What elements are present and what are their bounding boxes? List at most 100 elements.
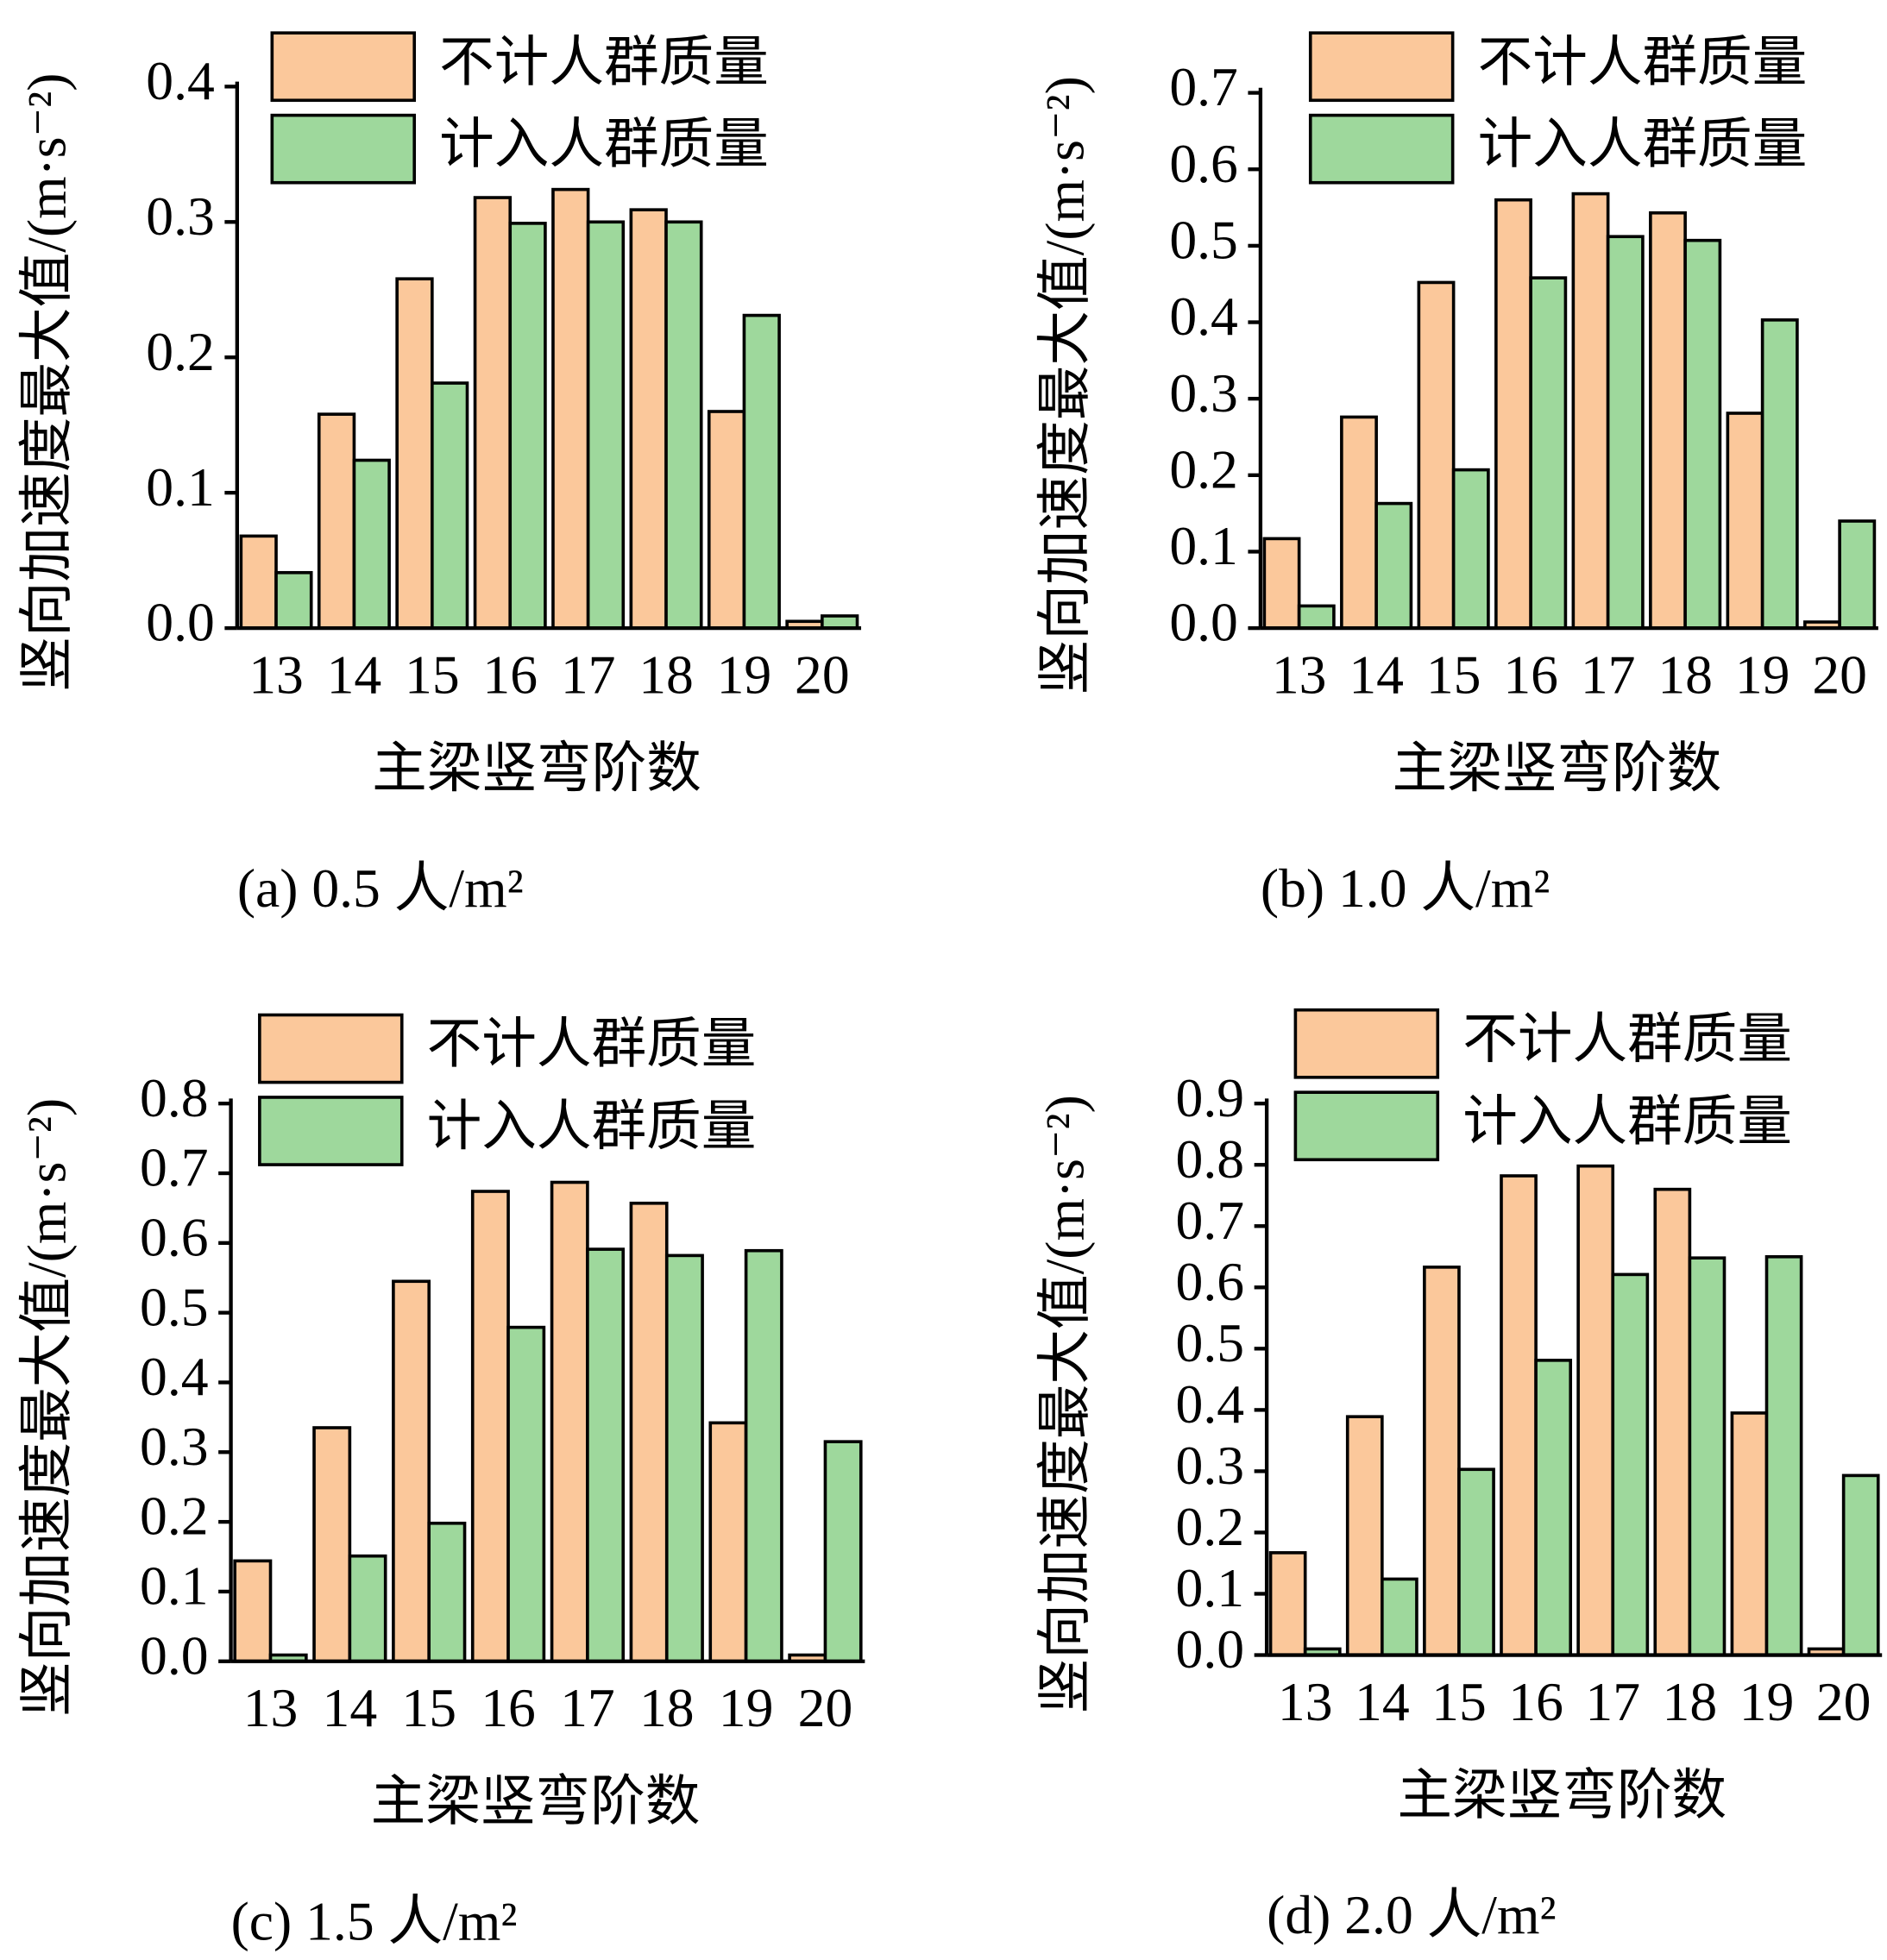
y-tick-label: 0.3 bbox=[140, 1416, 209, 1477]
bar bbox=[1611, 1272, 1650, 1657]
y-tick-label: 0.6 bbox=[1176, 1251, 1245, 1312]
y-axis-title: 竖向加速度最大值/(m·s⁻²) bbox=[1035, 1095, 1096, 1713]
y-tick-label: 0.3 bbox=[1176, 1435, 1245, 1496]
bar bbox=[744, 1248, 783, 1663]
bar bbox=[239, 534, 278, 630]
y-tick-label: 0.0 bbox=[1169, 592, 1238, 653]
x-tick-label: 18 bbox=[639, 1677, 695, 1738]
bar bbox=[352, 458, 391, 630]
y-tick-label: 0.4 bbox=[146, 50, 215, 111]
x-axis-title: 主梁竖弯阶数 bbox=[372, 738, 701, 799]
bar bbox=[551, 187, 590, 630]
x-tick-label: 14 bbox=[327, 644, 382, 705]
legend-swatch bbox=[1308, 31, 1455, 103]
bar bbox=[317, 412, 356, 630]
bar bbox=[506, 1325, 546, 1663]
bar bbox=[312, 1426, 352, 1663]
y-tick-label: 0.0 bbox=[1176, 1618, 1245, 1680]
bar bbox=[1653, 1187, 1692, 1657]
legend-swatch bbox=[1293, 1090, 1440, 1162]
bar bbox=[1576, 1164, 1615, 1657]
y-tick-label: 0.2 bbox=[140, 1486, 209, 1547]
bar bbox=[1838, 519, 1877, 630]
bar bbox=[708, 1421, 748, 1663]
x-axis-title: 主梁竖弯阶数 bbox=[1393, 738, 1722, 799]
caption: (b) 1.0 人/m² bbox=[1261, 858, 1550, 919]
y-tick-label: 0.5 bbox=[1169, 209, 1238, 270]
bar bbox=[707, 410, 746, 630]
x-tick-label: 14 bbox=[1355, 1671, 1410, 1732]
x-tick-label: 15 bbox=[405, 644, 460, 705]
legend-swatch bbox=[1308, 113, 1455, 185]
bar bbox=[1417, 280, 1456, 630]
y-tick-label: 0.3 bbox=[146, 185, 215, 247]
x-tick-label: 20 bbox=[1816, 1671, 1871, 1732]
y-tick-label: 0.7 bbox=[1176, 1190, 1245, 1251]
y-tick-label: 0.8 bbox=[140, 1067, 209, 1128]
legend-label: 计入人群质量 bbox=[1478, 114, 1808, 175]
y-tick-label: 0.2 bbox=[146, 321, 215, 382]
bar bbox=[629, 208, 668, 630]
bar bbox=[427, 1521, 467, 1663]
x-axis-title: 主梁竖弯阶数 bbox=[371, 1771, 701, 1832]
x-tick-label: 14 bbox=[1349, 644, 1404, 705]
y-tick-label: 0.6 bbox=[140, 1206, 209, 1267]
bar bbox=[823, 1440, 863, 1663]
y-tick-label: 0.1 bbox=[1176, 1557, 1245, 1618]
y-tick-label: 0.2 bbox=[1169, 438, 1238, 499]
legend-label: 计入人群质量 bbox=[427, 1096, 757, 1157]
x-tick-label: 13 bbox=[1278, 1671, 1333, 1732]
bar bbox=[1726, 411, 1764, 630]
x-tick-label: 17 bbox=[561, 644, 616, 705]
bar bbox=[395, 277, 434, 630]
bar bbox=[1841, 1473, 1880, 1657]
bar bbox=[1374, 501, 1413, 630]
bar bbox=[1571, 192, 1610, 630]
bar bbox=[1494, 198, 1532, 630]
x-tick-label: 18 bbox=[1657, 644, 1713, 705]
x-tick-label: 16 bbox=[1508, 1671, 1563, 1732]
y-tick-label: 0.4 bbox=[140, 1346, 209, 1407]
bar bbox=[1606, 235, 1645, 630]
bar bbox=[742, 313, 781, 630]
bar bbox=[1268, 1551, 1307, 1657]
legend-swatch bbox=[270, 113, 417, 185]
bar bbox=[586, 220, 626, 630]
x-tick-label: 19 bbox=[1735, 644, 1790, 705]
bar bbox=[1345, 1415, 1384, 1657]
legend-swatch bbox=[258, 1013, 404, 1084]
y-tick-label: 0.6 bbox=[1169, 133, 1238, 194]
bar bbox=[1529, 276, 1568, 630]
y-tick-label: 0.4 bbox=[1169, 286, 1238, 347]
bar bbox=[1649, 210, 1687, 630]
x-tick-label: 18 bbox=[1663, 1671, 1718, 1732]
x-tick-label: 19 bbox=[717, 644, 772, 705]
legend-swatch bbox=[258, 1096, 404, 1166]
bar bbox=[431, 381, 469, 630]
bar bbox=[1730, 1411, 1769, 1657]
x-tick-label: 17 bbox=[1581, 644, 1636, 705]
x-axis-title: 主梁竖弯阶数 bbox=[1397, 1764, 1727, 1825]
y-tick-label: 0.4 bbox=[1176, 1373, 1245, 1435]
y-tick-label: 0.8 bbox=[1176, 1128, 1245, 1190]
x-tick-label: 17 bbox=[560, 1677, 615, 1738]
y-tick-label: 0.0 bbox=[140, 1624, 209, 1686]
bar bbox=[473, 196, 513, 630]
bar bbox=[629, 1201, 669, 1663]
x-tick-label: 15 bbox=[1426, 644, 1481, 705]
y-axis-title: 竖向加速度最大值/(m·s⁻²) bbox=[1035, 76, 1096, 694]
bar bbox=[1340, 415, 1378, 630]
bar bbox=[1457, 1467, 1495, 1657]
bar bbox=[664, 220, 703, 630]
y-tick-label: 0.1 bbox=[146, 456, 215, 518]
x-tick-label: 16 bbox=[1503, 644, 1558, 705]
y-tick-label: 0.3 bbox=[1169, 362, 1238, 424]
bar bbox=[664, 1253, 704, 1663]
legend-label: 不计人群质量 bbox=[439, 31, 769, 92]
bar bbox=[1688, 1256, 1727, 1657]
caption: (c) 1.5 人/m² bbox=[231, 1890, 518, 1951]
y-tick-label: 0.9 bbox=[1176, 1067, 1245, 1128]
y-tick-label: 0.5 bbox=[1176, 1312, 1245, 1373]
x-tick-label: 13 bbox=[1272, 644, 1327, 705]
bar bbox=[1760, 318, 1799, 630]
